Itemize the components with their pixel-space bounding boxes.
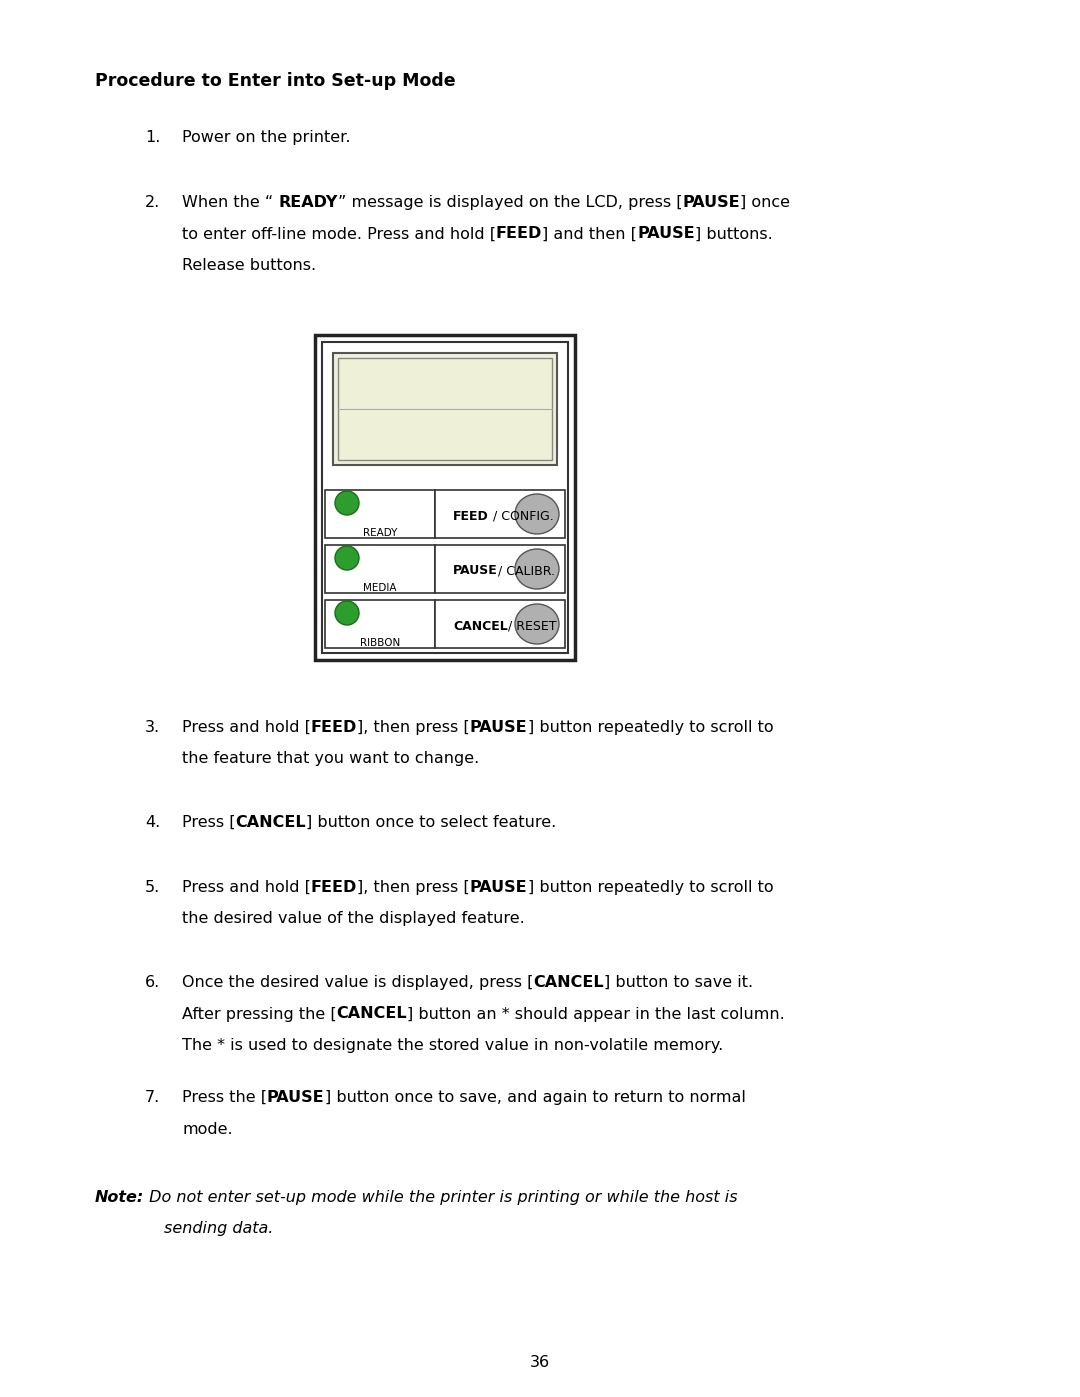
Text: PAUSE: PAUSE (637, 226, 694, 242)
Text: READY: READY (279, 196, 338, 210)
Ellipse shape (515, 604, 559, 644)
Text: / RESET: / RESET (508, 619, 556, 633)
Text: the desired value of the displayed feature.: the desired value of the displayed featu… (183, 911, 525, 926)
Text: ] button to save it.: ] button to save it. (604, 975, 753, 990)
Text: The * is used to designate the stored value in non-volatile memory.: The * is used to designate the stored va… (183, 1038, 724, 1053)
Text: Press the [: Press the [ (183, 1090, 267, 1105)
Text: FEED: FEED (496, 226, 542, 242)
Text: Do not enter set-up mode while the printer is printing or while the host is: Do not enter set-up mode while the print… (145, 1190, 738, 1206)
Text: / CALIBR.: / CALIBR. (498, 564, 555, 577)
Text: RIBBON: RIBBON (360, 638, 400, 648)
Text: Once the desired value is displayed, press [: Once the desired value is displayed, pre… (183, 975, 534, 990)
Text: 4.: 4. (145, 814, 160, 830)
Text: ] button repeatedly to scroll to: ] button repeatedly to scroll to (527, 880, 773, 895)
Text: PAUSE: PAUSE (453, 564, 498, 577)
Text: Press and hold [: Press and hold [ (183, 880, 311, 895)
Bar (315, 335, 575, 659)
Text: Note:: Note: (95, 1190, 145, 1206)
Text: PAUSE: PAUSE (267, 1090, 325, 1105)
Bar (435, 599, 565, 648)
Text: 3.: 3. (145, 719, 160, 735)
Text: 36: 36 (530, 1355, 550, 1370)
Ellipse shape (515, 549, 559, 590)
Text: to enter off-line mode. Press and hold [: to enter off-line mode. Press and hold [ (183, 226, 496, 242)
Text: CANCEL: CANCEL (534, 975, 604, 990)
Text: When the “: When the “ (183, 196, 279, 210)
Text: CANCEL: CANCEL (337, 1006, 407, 1021)
Bar (325, 545, 435, 592)
Text: CANCEL: CANCEL (235, 814, 306, 830)
Ellipse shape (335, 546, 359, 570)
Text: ] button once to save, and again to return to normal: ] button once to save, and again to retu… (325, 1090, 745, 1105)
Text: CANCEL: CANCEL (453, 619, 508, 633)
Text: 6.: 6. (145, 975, 160, 990)
Ellipse shape (515, 495, 559, 534)
Text: Press and hold [: Press and hold [ (183, 719, 311, 735)
Text: MEDIA: MEDIA (363, 583, 396, 592)
Text: PAUSE: PAUSE (470, 880, 527, 895)
Text: ], then press [: ], then press [ (357, 719, 470, 735)
Text: READY: READY (363, 528, 397, 538)
Text: mode.: mode. (183, 1122, 232, 1137)
Text: 2.: 2. (145, 196, 160, 210)
Bar (338, 358, 552, 460)
Text: Release buttons.: Release buttons. (183, 258, 316, 272)
Text: ] button repeatedly to scroll to: ] button repeatedly to scroll to (527, 719, 773, 735)
Text: ] once: ] once (740, 196, 789, 210)
Bar (322, 342, 568, 652)
Text: After pressing the [: After pressing the [ (183, 1006, 337, 1021)
Bar (325, 599, 435, 648)
Text: ” message is displayed on the LCD, press [: ” message is displayed on the LCD, press… (338, 196, 683, 210)
Text: 5.: 5. (145, 880, 160, 895)
Text: the feature that you want to change.: the feature that you want to change. (183, 752, 480, 767)
Text: FEED: FEED (311, 719, 357, 735)
Text: Procedure to Enter into Set-up Mode: Procedure to Enter into Set-up Mode (95, 73, 456, 89)
Text: ] buttons.: ] buttons. (694, 226, 772, 242)
Bar (435, 490, 565, 538)
Text: Press [: Press [ (183, 814, 235, 830)
Bar (325, 490, 435, 538)
Text: 7.: 7. (145, 1090, 160, 1105)
Text: PAUSE: PAUSE (683, 196, 740, 210)
Ellipse shape (335, 490, 359, 515)
Text: ] button an * should appear in the last column.: ] button an * should appear in the last … (407, 1006, 785, 1021)
Text: FEED: FEED (311, 880, 357, 895)
Text: PAUSE: PAUSE (470, 719, 527, 735)
Text: ] button once to select feature.: ] button once to select feature. (306, 814, 556, 830)
Text: sending data.: sending data. (164, 1221, 273, 1236)
Text: FEED: FEED (453, 510, 489, 522)
Text: Power on the printer.: Power on the printer. (183, 130, 351, 145)
Text: ], then press [: ], then press [ (357, 880, 470, 895)
Bar (435, 545, 565, 592)
Ellipse shape (335, 601, 359, 624)
Text: 1.: 1. (145, 130, 160, 145)
Bar (333, 353, 557, 465)
Text: / CONFIG.: / CONFIG. (489, 510, 554, 522)
Text: ] and then [: ] and then [ (542, 226, 637, 242)
